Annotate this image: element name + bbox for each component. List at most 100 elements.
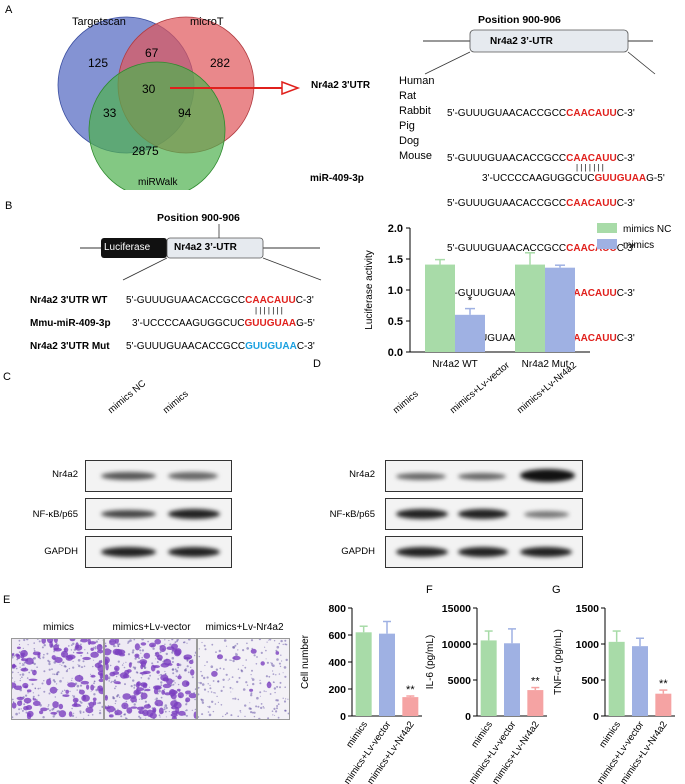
cell-dot <box>186 659 189 662</box>
cell-dot <box>276 645 280 649</box>
cell-blob <box>90 674 96 678</box>
cell-dot <box>194 654 196 657</box>
cell-dot <box>51 668 53 671</box>
cell-dot <box>158 674 160 676</box>
cell-blob <box>105 656 110 664</box>
mirna-sequence-b: 3'-UCCCCAAGUGGCUCGUUGUAAG-5' <box>132 318 315 329</box>
cell-dot <box>34 688 36 690</box>
cell-dot <box>43 670 46 673</box>
cell-blob <box>32 700 41 706</box>
cell-dot <box>156 661 159 663</box>
cell-dot <box>21 664 23 666</box>
cell-dot <box>165 652 168 656</box>
cell-blob <box>119 672 128 679</box>
cell-dot <box>276 685 279 688</box>
cell-dot <box>271 662 273 665</box>
cell-dot <box>216 695 218 698</box>
cell-blob <box>12 702 17 709</box>
cell-dot <box>207 706 209 708</box>
cell-blob <box>76 651 84 654</box>
cell-dot <box>285 658 288 662</box>
cell-blob <box>13 685 23 691</box>
cell-dot <box>72 666 75 669</box>
y-axis-label: IL-6 (pg/mL) <box>425 635 436 689</box>
cell-dot <box>114 702 116 705</box>
cell-dot <box>39 687 41 689</box>
cell-dot <box>112 680 115 683</box>
cell-dot <box>39 657 41 660</box>
cell-dot <box>57 689 59 691</box>
cell-dot <box>206 676 209 679</box>
cell-blob <box>168 689 176 697</box>
venn-set-microt: microT <box>190 16 224 28</box>
cell-dot <box>53 680 56 683</box>
cell-blob <box>80 639 88 643</box>
cell-dot <box>194 688 196 691</box>
cell-dot <box>227 679 229 681</box>
cell-blob <box>126 669 132 673</box>
cell-blob <box>166 678 173 685</box>
cell-dot <box>185 710 186 712</box>
y-axis-label: Cell number <box>300 634 311 689</box>
cell-blob <box>105 674 109 681</box>
cell-blob <box>160 674 169 681</box>
cell-dot <box>271 664 273 666</box>
x-tick-label: Nr4a2 WT <box>432 359 478 370</box>
cell-dot <box>263 707 265 709</box>
cell-dot <box>230 714 233 717</box>
cell-dot <box>157 678 160 680</box>
cell-dot <box>19 674 22 676</box>
cell-dot <box>118 674 120 676</box>
cell-dot <box>47 659 50 662</box>
y-tick-label: 1.5 <box>388 254 403 266</box>
cell-dot <box>15 667 18 670</box>
cell-blob <box>217 654 223 660</box>
cell-dot <box>272 670 274 672</box>
cell-dot <box>175 675 178 678</box>
cell-blob <box>211 670 218 677</box>
cell-dot <box>80 701 83 704</box>
cell-blob <box>143 704 152 709</box>
cell-dot <box>159 651 162 654</box>
cell-blob <box>105 644 107 648</box>
cell-dot <box>284 643 287 646</box>
cell-dot <box>63 689 66 692</box>
cell-blob <box>90 647 94 651</box>
cell-blob <box>140 642 147 646</box>
cell-dot <box>163 706 166 708</box>
bar <box>425 264 455 352</box>
cell-dot <box>12 655 14 659</box>
cell-dot <box>213 692 215 694</box>
cell-dot <box>201 698 204 702</box>
cell-dot <box>198 682 200 684</box>
blot-c-strip-gapdh <box>85 536 232 568</box>
cell-dot <box>217 701 219 703</box>
cell-dot <box>12 698 14 701</box>
venn-count-t-only: 125 <box>88 56 108 70</box>
cell-blob <box>90 684 95 691</box>
cell-dot <box>228 678 231 680</box>
cell-blob <box>32 651 41 656</box>
cell-dot <box>91 714 94 716</box>
cell-dot <box>186 665 189 668</box>
bar <box>632 646 648 716</box>
cell-dot <box>47 705 49 707</box>
cell-dot <box>211 643 214 646</box>
cell-dot <box>108 677 111 680</box>
cell-dot <box>36 666 38 668</box>
cell-blob <box>53 644 59 651</box>
cell-dot <box>234 644 237 647</box>
bar <box>455 314 485 352</box>
seq-row: 5'-GUUUGUAACACCGCCCAACAUUC-3' <box>447 288 635 299</box>
cell-blob <box>130 697 137 703</box>
cell-dot <box>61 690 64 692</box>
cell-blob <box>190 669 195 676</box>
cell-dot <box>258 717 261 719</box>
cell-dot <box>19 662 21 665</box>
venn-set-targetscan: Targetscan <box>72 16 126 28</box>
cell-blob <box>24 685 28 689</box>
cell-blob <box>136 687 145 692</box>
cell-dot <box>26 639 29 641</box>
cell-dot <box>168 710 170 713</box>
cell-blob <box>154 699 164 707</box>
